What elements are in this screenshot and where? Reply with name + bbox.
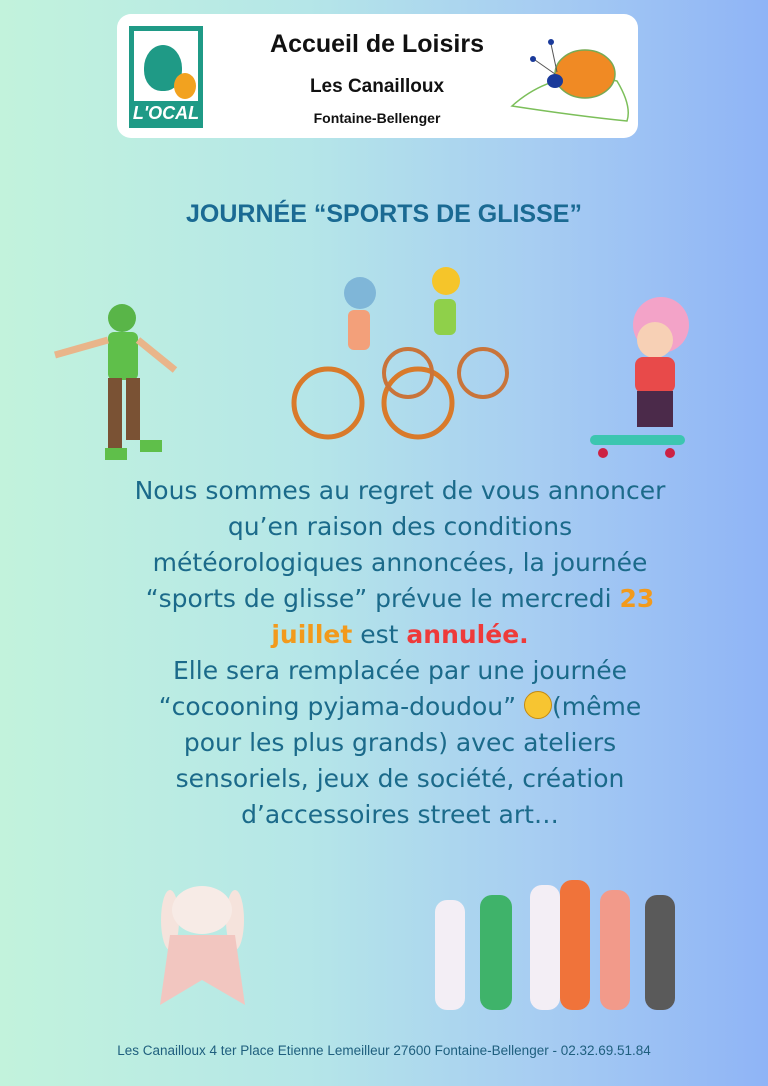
message-text: “sports de glisse” prévue le mercredi <box>145 584 620 613</box>
rollerskater-illustration <box>54 304 178 460</box>
event-date-day: 23 <box>619 584 655 613</box>
snail-logo <box>510 39 629 122</box>
logo-text: L'OCAL <box>132 103 200 123</box>
message-line: météorologiques annoncées, la journée <box>152 548 648 577</box>
message-text: “cocooning pyjama-doudou” <box>158 692 525 721</box>
message-line: pour les plus grands) avec ateliers <box>183 728 617 757</box>
header-location: Fontaine-Bellenger <box>313 110 441 126</box>
header-title: Accueil de Loisirs <box>270 30 484 58</box>
message-line: Nous sommes au regret de vous annoncer <box>134 476 666 505</box>
message-text: (même <box>552 692 642 721</box>
announcement-text: Nous sommes au regret de vous annoncer q… <box>40 473 760 833</box>
message-line: “cocooning pyjama-doudou” (même <box>40 689 760 725</box>
message-line: juillet est annulée. <box>40 617 760 653</box>
cancelled-status: annulée. <box>406 620 529 649</box>
ocal-logo: L'OCAL <box>129 26 203 128</box>
message-line: d’accessoires street art… <box>241 800 559 829</box>
message-text: est <box>352 620 407 649</box>
header-banner: L'OCAL Accueil de Loisirs Les Canailloux… <box>117 14 638 138</box>
event-title: JOURNÉE “SPORTS DE GLISSE” <box>186 200 582 228</box>
footer-address: Les Canailloux 4 ter Place Etienne Lemei… <box>117 1043 651 1058</box>
message-line: qu’en raison des conditions <box>227 512 573 541</box>
cyclists-illustration <box>291 267 509 440</box>
event-date-month: juillet <box>271 620 353 649</box>
message-line: sensoriels, jeux de société, création <box>175 764 625 793</box>
wink-emoji <box>524 691 553 719</box>
header-subtitle: Les Canailloux <box>309 76 445 97</box>
skateboarder-illustration <box>590 297 689 458</box>
message-line: Elle sera remplacée par une journée <box>173 656 627 685</box>
bunny-plush-illustration <box>160 886 245 1005</box>
pajama-kids-illustration <box>435 880 675 1010</box>
message-line: “sports de glisse” prévue le mercredi 23 <box>40 581 760 617</box>
